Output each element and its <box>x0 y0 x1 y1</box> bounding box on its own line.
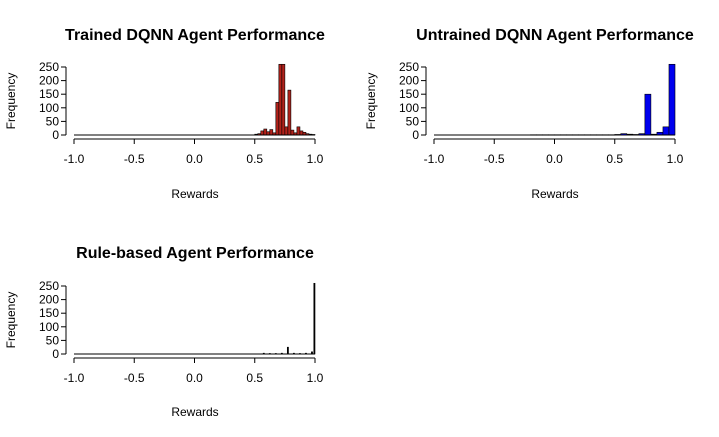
histogram-bar <box>286 346 289 355</box>
bars <box>262 282 316 355</box>
chart-title: Rule-based Agent Performance <box>76 245 314 262</box>
y-tick-label: 0 <box>412 128 419 142</box>
y-tick-label: 150 <box>39 306 59 320</box>
x-tick-label: 1.0 <box>307 152 324 166</box>
y-tick-label: 200 <box>39 74 59 88</box>
x-tick-label: -0.5 <box>124 152 145 166</box>
chart-title: Trained DQNN Agent Performance <box>65 27 325 44</box>
histogram-bar <box>290 129 295 136</box>
y-tick-label: 50 <box>406 114 420 128</box>
x-tick-label: -0.5 <box>124 371 145 385</box>
panel-rule-based: Rule-based Agent Performance Rewards Fre… <box>4 245 324 419</box>
histogram-bar <box>668 63 676 136</box>
y-tick-label: 250 <box>39 279 59 293</box>
x-axis-label: Rewards <box>171 405 218 419</box>
x-tick-label: 0.5 <box>606 152 623 166</box>
y-tick-label: 100 <box>39 320 59 334</box>
x-tick-label: -1.0 <box>64 152 85 166</box>
histogram-bar <box>662 126 670 136</box>
x-tick-label: 0.0 <box>186 371 203 385</box>
histogram-bar <box>299 130 304 136</box>
x-tick-label: 0.0 <box>546 152 563 166</box>
y-tick-label: 50 <box>46 114 60 128</box>
x-axis-label: Rewards <box>531 187 578 201</box>
y-tick-label: 250 <box>399 60 419 74</box>
histogram-bar <box>644 93 652 136</box>
panel-trained: Trained DQNN Agent Performance Rewards F… <box>4 27 325 201</box>
y-tick-label: 200 <box>399 74 419 88</box>
x-tick-label: -1.0 <box>64 371 85 385</box>
bars <box>530 63 676 136</box>
bars <box>254 63 316 136</box>
x-tick-label: 1.0 <box>667 152 684 166</box>
y-axis-label: Frequency <box>364 73 378 130</box>
histogram-bar <box>269 129 274 136</box>
x-tick-label: -1.0 <box>424 152 445 166</box>
histogram-bar <box>313 282 316 355</box>
y-axis-label: Frequency <box>4 292 18 349</box>
histogram-bar <box>284 126 289 136</box>
x-axis-label: Rewards <box>171 187 218 201</box>
y-tick-label: 150 <box>39 87 59 101</box>
y-tick-label: 100 <box>39 101 59 115</box>
y-tick-label: 100 <box>399 101 419 115</box>
chart-title: Untrained DQNN Agent Performance <box>416 27 694 44</box>
histogram-bar <box>260 130 265 136</box>
y-tick-label: 250 <box>39 60 59 74</box>
x-tick-label: -0.5 <box>484 152 505 166</box>
y-tick-label: 200 <box>39 293 59 307</box>
y-tick-label: 150 <box>399 87 419 101</box>
y-tick-label: 50 <box>46 333 60 347</box>
y-tick-label: 0 <box>52 347 59 361</box>
panel-untrained: Untrained DQNN Agent Performance Rewards… <box>364 27 694 201</box>
y-tick-label: 0 <box>52 128 59 142</box>
histogram-bar <box>263 128 268 136</box>
x-tick-label: 0.5 <box>246 152 263 166</box>
x-tick-label: 0.5 <box>246 371 263 385</box>
y-axis-label: Frequency <box>4 73 18 130</box>
x-tick-label: 1.0 <box>307 371 324 385</box>
x-tick-label: 0.0 <box>186 152 203 166</box>
histogram-bar <box>281 63 286 136</box>
histogram-bar <box>275 102 280 136</box>
histogram-bar <box>296 126 301 136</box>
histogram-bar <box>287 89 292 136</box>
histogram-bar <box>278 63 283 136</box>
